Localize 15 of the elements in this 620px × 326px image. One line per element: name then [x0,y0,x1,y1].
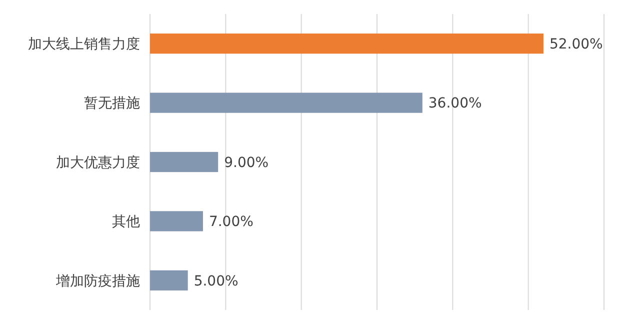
data-label: 52.00% [549,36,603,52]
data-label: 9.00% [224,154,269,171]
bar [150,92,422,113]
bar [150,270,188,290]
y-tick-label: 加大线上销售力度 [28,36,140,52]
data-label: 36.00% [428,96,482,112]
y-tick-label: 暂无措施 [84,96,140,112]
bar [150,152,218,172]
data-label: 5.00% [194,273,238,290]
y-tick-label: 增加防疫措施 [55,273,140,290]
bar [150,211,203,232]
y-tick-label: 加大优惠力度 [56,154,140,171]
data-label: 7.00% [208,214,254,230]
y-tick-label: 其他 [112,214,140,230]
bar [150,34,544,54]
